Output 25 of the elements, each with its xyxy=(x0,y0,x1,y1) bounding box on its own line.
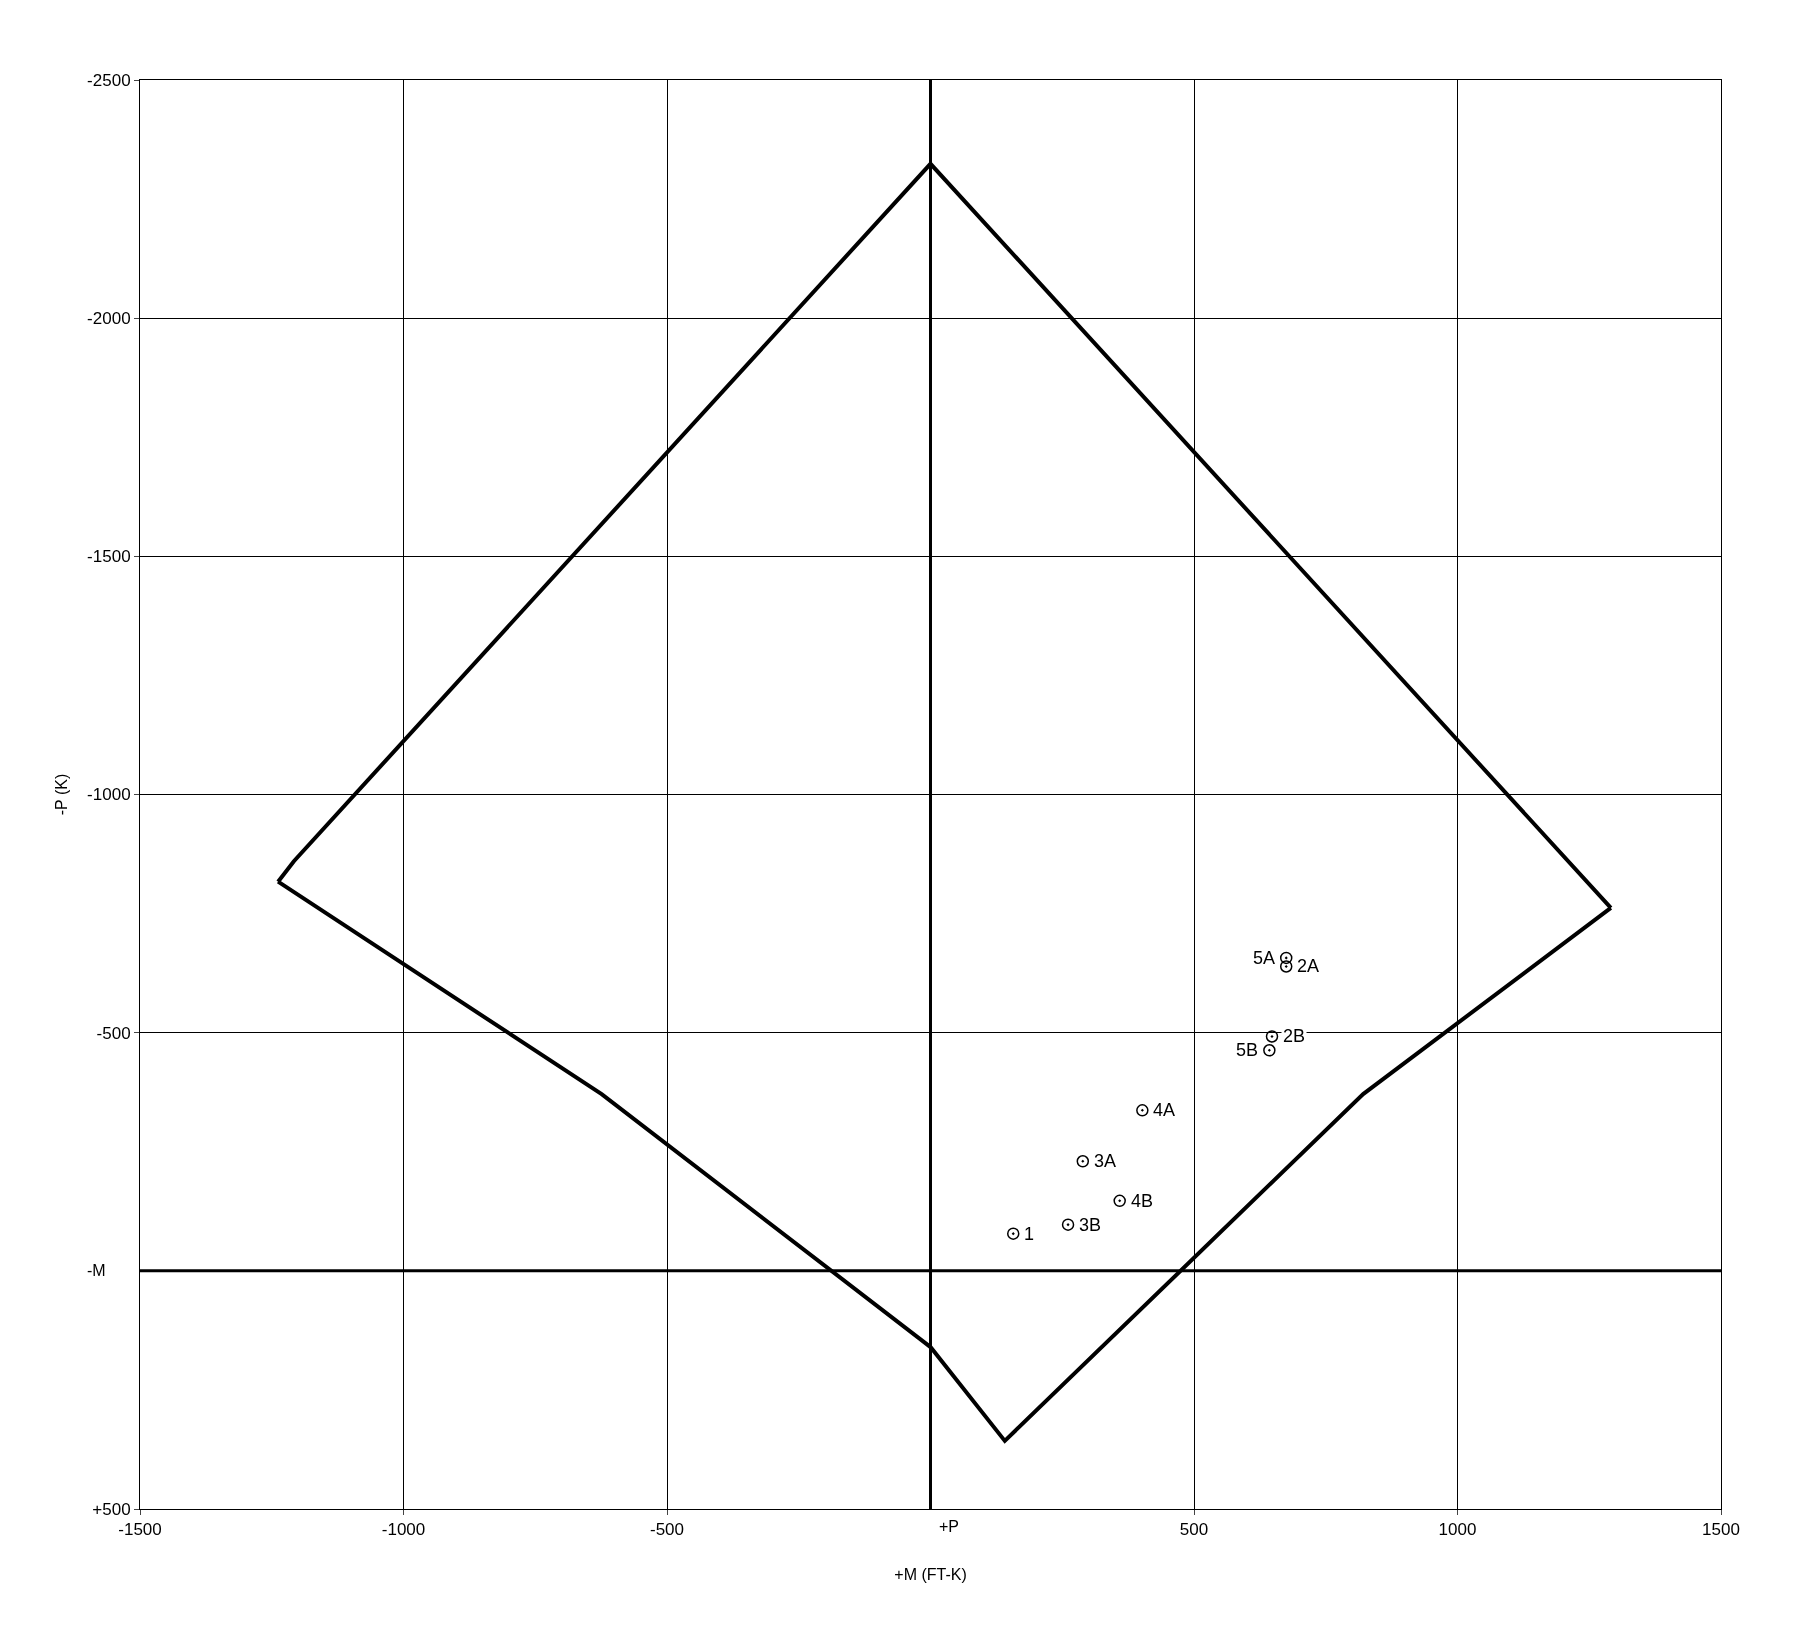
ref-line-label: +P xyxy=(939,1518,960,1535)
y-tick-label: -2500 xyxy=(87,70,131,90)
x-tick-label: -1000 xyxy=(381,1520,426,1540)
x-tick-label: 1500 xyxy=(1702,1520,1740,1540)
annotation: 3A xyxy=(1094,1151,1117,1171)
annotation: 5B xyxy=(1236,1040,1259,1060)
y-tick-label: +500 xyxy=(92,1499,131,1519)
y-tick-label: -500 xyxy=(96,1023,131,1043)
annotation: 3B xyxy=(1079,1215,1102,1235)
y-tick-label: -1000 xyxy=(87,785,131,805)
annotation: 2B xyxy=(1283,1026,1306,1046)
ref-line-label: -M xyxy=(87,1262,106,1279)
y-tick-label: -1500 xyxy=(87,547,131,567)
annotation: 5A xyxy=(1253,948,1276,968)
x-tick-label: -500 xyxy=(649,1520,685,1540)
annotation: 1 xyxy=(1024,1224,1035,1244)
y-tick-label: -2000 xyxy=(87,309,131,329)
x-tick-label: 1000 xyxy=(1438,1520,1477,1540)
annotation: 4A xyxy=(1153,1100,1176,1120)
annotation: 2A xyxy=(1297,956,1320,976)
x-tick-label: 500 xyxy=(1179,1520,1209,1540)
y-axis-title: -P (K) xyxy=(53,773,71,816)
annotation: 4B xyxy=(1131,1191,1154,1211)
x-tick-label: -1500 xyxy=(118,1520,162,1540)
x-axis-title: +M (FT-K) xyxy=(894,1566,967,1584)
